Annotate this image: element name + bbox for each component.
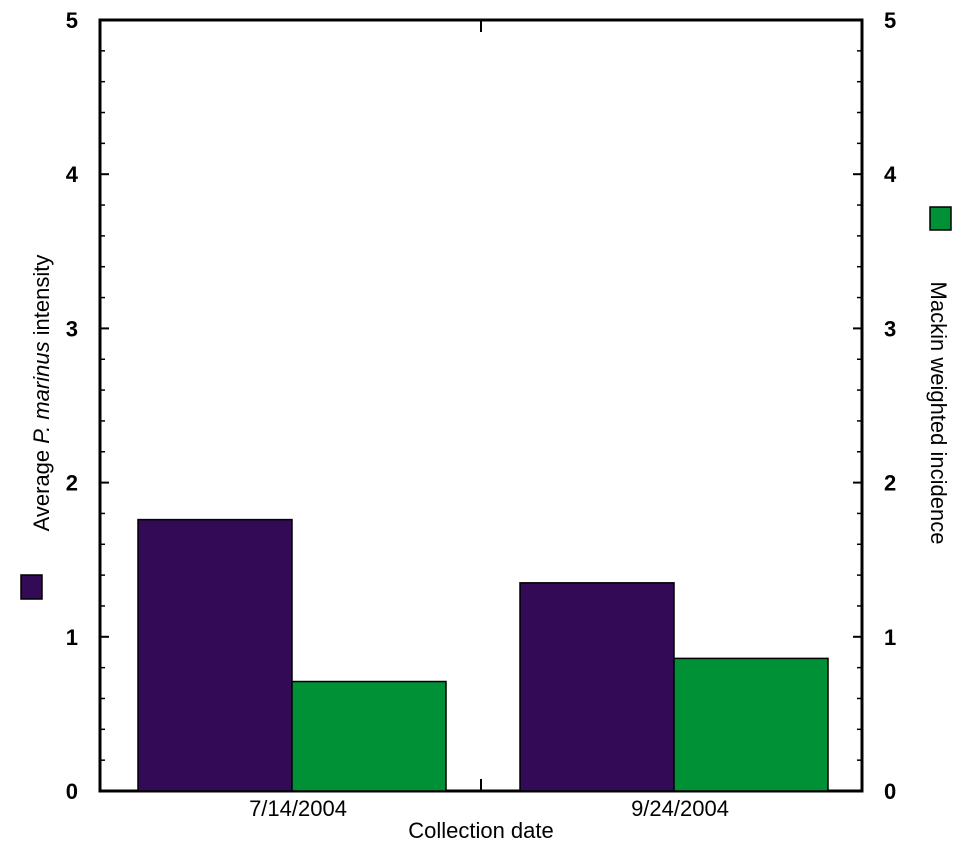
x-tick-label-0: 7/14/2004 [249,796,347,821]
right-axis-title: Mackin weighted incidence [926,282,951,545]
plot-area: 0 1 2 3 4 5 0 1 2 3 4 5 7/14/2004 9/24/2004 [66,8,897,821]
bar-series-1-0 [137,518,293,792]
svg-text:Average P. marinus intensity: Average P. marinus intensity [29,255,54,532]
x-axis-ticks: 7/14/2004 9/24/2004 [249,20,729,821]
bars [137,518,829,792]
bar-series-2-1 [673,657,829,792]
left-axis-title-prefix: Average [29,444,54,532]
left-tick-label-2: 2 [66,471,78,496]
right-tick-label-5: 5 [884,8,896,33]
bar-series-1-1 [519,582,675,792]
x-axis-title: Collection date [408,818,554,843]
right-tick-label-4: 4 [884,162,897,187]
legend-marker-series-1 [20,574,43,600]
x-tick-label-1: 9/24/2004 [631,796,729,821]
right-tick-label-1: 1 [884,625,896,650]
right-tick-label-0: 0 [884,779,896,804]
svg-text:Mackin weighted incidence: Mackin weighted incidence [926,282,951,545]
left-axis-title-suffix: intensity [29,255,54,342]
left-axis-title: Average P. marinus intensity [29,255,54,532]
left-tick-label-5: 5 [66,8,78,33]
right-tick-label-3: 3 [884,316,896,341]
left-tick-label-0: 0 [66,779,78,804]
left-tick-label-3: 3 [66,316,78,341]
left-axis-title-italic: P. marinus [29,341,54,443]
left-axis-ticks: 0 1 2 3 4 5 [66,8,109,804]
right-tick-label-2: 2 [884,471,896,496]
left-tick-label-1: 1 [66,625,78,650]
left-tick-label-4: 4 [66,162,79,187]
legend-marker-series-2 [929,206,952,231]
right-axis-ticks: 0 1 2 3 4 5 [853,8,897,804]
bar-series-2-0 [291,680,447,792]
